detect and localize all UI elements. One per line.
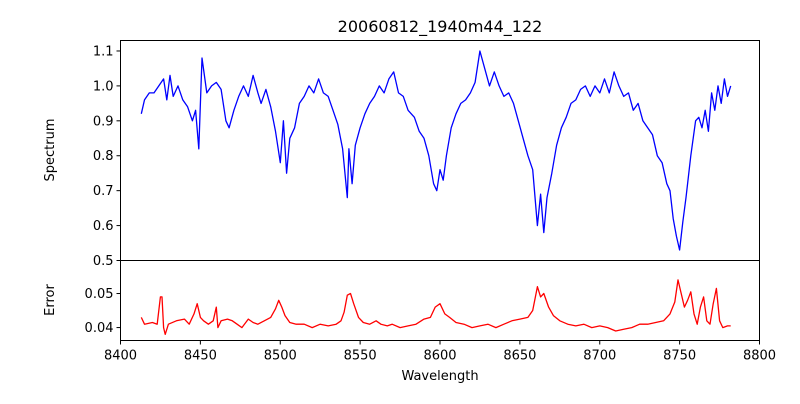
error-line xyxy=(140,279,731,336)
y-tick-label: 0.5 xyxy=(93,254,114,269)
spectrum-axes-frame xyxy=(120,40,760,261)
x-tick-label: 8550 xyxy=(344,349,377,364)
x-tick-label: 8400 xyxy=(104,349,137,364)
x-tick-label: 8800 xyxy=(743,349,776,364)
y-tick-label: 1.1 xyxy=(93,44,114,59)
y-tick-label: 0.9 xyxy=(93,114,114,129)
x-tick-label: 8600 xyxy=(423,349,456,364)
spectrum-line xyxy=(140,50,732,251)
x-tick-label: 8450 xyxy=(184,349,217,364)
x-tick-label: 8750 xyxy=(663,349,696,364)
chart-title: 20060812_1940m44_122 xyxy=(338,17,543,37)
error-y-axis-label: Error xyxy=(43,284,58,316)
x-tick-label: 8700 xyxy=(583,349,616,364)
y-tick-label: 0.05 xyxy=(85,287,114,302)
x-tick-label: 8650 xyxy=(503,349,536,364)
y-tick-label: 0.7 xyxy=(93,184,114,199)
error-axes-frame xyxy=(120,260,760,341)
y-tick-label: 0.6 xyxy=(93,219,114,234)
spectrum-y-axis-label: Spectrum xyxy=(43,119,58,182)
x-tick-label: 8500 xyxy=(264,349,297,364)
y-tick-label: 1.0 xyxy=(93,79,114,94)
x-axis-label: Wavelength xyxy=(401,369,478,384)
y-tick-label: 0.8 xyxy=(93,149,114,164)
y-tick-label: 0.04 xyxy=(85,321,114,336)
